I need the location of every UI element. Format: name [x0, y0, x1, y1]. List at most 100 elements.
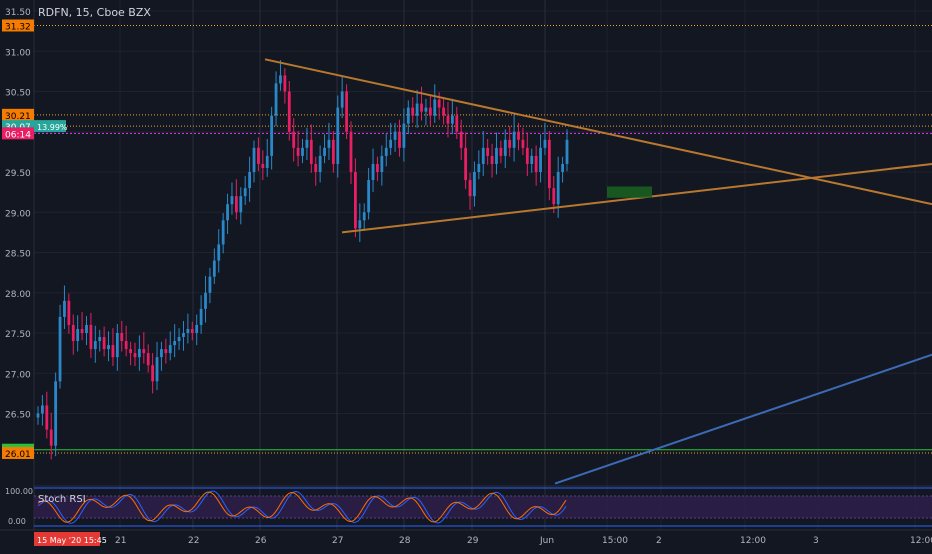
- candle-body: [415, 103, 419, 116]
- candle-body: [49, 429, 53, 446]
- candle-body: [486, 147, 490, 156]
- candle-body: [565, 139, 569, 164]
- price-tag: [2, 19, 34, 32]
- candle-body: [85, 324, 88, 333]
- candle-body: [137, 349, 141, 358]
- candle-body: [36, 413, 40, 418]
- price-tick-label: 29.00: [5, 209, 31, 219]
- candle-body: [80, 328, 84, 333]
- time-tick-label: Jun: [539, 536, 554, 546]
- candle-body: [160, 349, 163, 358]
- price-tag-change: [34, 120, 66, 133]
- candle-body: [124, 341, 128, 350]
- candle-body: [556, 172, 560, 205]
- candle-body: [490, 155, 494, 164]
- time-tick-label: 12:00: [910, 536, 932, 546]
- candle-body: [107, 345, 110, 350]
- candle-body: [340, 91, 344, 108]
- candle-body: [301, 147, 304, 156]
- candle-body: [93, 341, 97, 350]
- rsi-tick-100: 100.00: [5, 487, 33, 496]
- time-tick-label: 12:00: [740, 536, 766, 546]
- candle-body: [525, 147, 529, 164]
- trendline-long-support[interactable]: [554, 353, 932, 485]
- candle-body: [384, 147, 388, 156]
- candle-body: [561, 163, 564, 172]
- symbol-info[interactable]: RDFN, 15, Cboe BZX: [38, 6, 151, 19]
- candle-body: [252, 147, 256, 172]
- candle-body: [177, 337, 181, 342]
- price-tag-label: 30.21: [5, 112, 31, 122]
- trendline-upper-resistance[interactable]: [264, 58, 932, 206]
- candle-body: [323, 147, 326, 156]
- candle-body: [195, 324, 199, 333]
- candle-body: [534, 155, 538, 172]
- candle-body: [217, 244, 221, 261]
- price-tick-label: 29.50: [5, 169, 31, 179]
- candle-body: [331, 139, 335, 164]
- candle-body: [226, 204, 229, 221]
- candle-body: [221, 220, 225, 245]
- time-tick-label: 15:00: [602, 536, 628, 546]
- candle-body: [234, 196, 238, 213]
- time-tick-label: 2: [656, 536, 662, 546]
- candle-body: [433, 99, 437, 116]
- candle-body: [521, 139, 525, 148]
- candle-body: [71, 324, 75, 342]
- candle-body: [168, 345, 172, 354]
- candle-body: [503, 139, 507, 156]
- price-tick-label: 31.00: [5, 48, 31, 58]
- candle-body: [539, 147, 542, 172]
- candle-body: [314, 163, 318, 172]
- rsi-band: [34, 496, 932, 518]
- candle-body: [129, 349, 132, 354]
- time-tick-label: 29: [467, 536, 479, 546]
- candle-body: [473, 172, 476, 197]
- price-tick-label: 28.00: [5, 290, 31, 300]
- candle-body: [455, 115, 459, 132]
- candle-body: [512, 131, 516, 148]
- time-tick-label: 27: [332, 536, 343, 546]
- candle-body: [212, 260, 216, 277]
- target-box[interactable]: [607, 186, 652, 198]
- candle-body: [89, 324, 93, 350]
- candle-body: [354, 172, 357, 229]
- candle-body: [309, 139, 313, 164]
- price-tag-label: 31.32: [5, 22, 31, 32]
- candle-body: [287, 91, 291, 132]
- candle-body: [120, 333, 124, 342]
- candle-body: [208, 276, 212, 293]
- rsi-d-line: [37, 491, 567, 523]
- candle-body: [151, 365, 155, 382]
- candle-body: [530, 155, 534, 164]
- candle-body: [54, 381, 58, 446]
- candle-body: [279, 75, 282, 84]
- candle-body: [41, 405, 44, 414]
- candle-body: [424, 107, 428, 112]
- candle-body: [146, 353, 150, 366]
- candle-body: [318, 155, 322, 172]
- rsi-k-line: [37, 490, 567, 524]
- candle-body: [274, 83, 278, 116]
- candle-body: [239, 196, 243, 213]
- trendline-lower-support[interactable]: [341, 162, 932, 234]
- price-tag: [2, 108, 34, 121]
- candle-body: [406, 107, 410, 124]
- candle-body: [257, 147, 260, 164]
- candle-body: [230, 196, 234, 205]
- candle-body: [164, 349, 168, 354]
- candle-body: [76, 328, 80, 342]
- candle-body: [367, 180, 371, 213]
- price-axis: [0, 0, 34, 530]
- candle-body: [393, 131, 397, 140]
- candle-body: [292, 131, 296, 148]
- candle-body: [248, 172, 251, 189]
- time-start-tag-label: 15 May '20 15:45: [37, 536, 107, 545]
- candle-body: [446, 115, 450, 124]
- time-tick-label: 3: [813, 536, 819, 546]
- candle-body: [155, 357, 159, 382]
- price-tick-label: 27.00: [5, 370, 31, 380]
